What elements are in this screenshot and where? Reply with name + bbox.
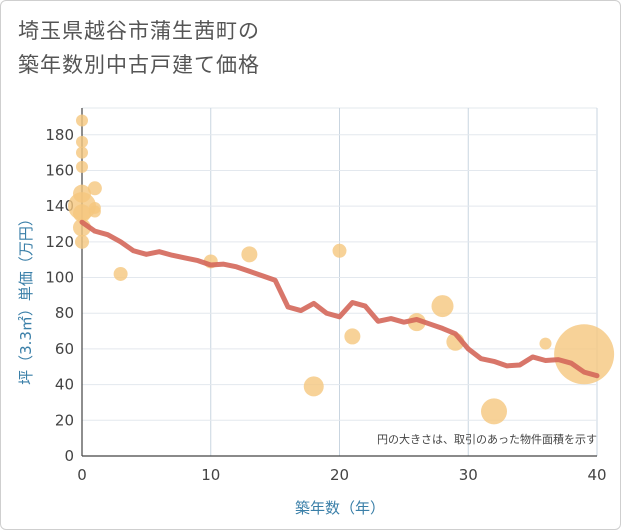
y-tick-labels: 0 20 40 60 80 100 120 140 160 180	[45, 126, 74, 465]
y-tick-label: 40	[55, 376, 74, 394]
title-line-2: 築年数別中古戸建て価格	[18, 53, 260, 77]
y-tick-label: 120	[45, 233, 74, 251]
x-tick-label: 40	[587, 466, 606, 484]
data-point	[407, 313, 426, 332]
grid-lines	[81, 107, 598, 457]
size-annotation: 円の大きさは、取引のあった物件面積を示す	[377, 432, 597, 446]
y-tick-label: 140	[45, 197, 74, 215]
title-line-1: 埼玉県越谷市蒲生茜町の	[18, 19, 260, 43]
data-point	[344, 328, 361, 345]
data-points	[68, 114, 615, 425]
data-point	[481, 398, 507, 425]
data-point	[554, 324, 615, 385]
data-point	[76, 114, 88, 127]
y-tick-label: 80	[55, 304, 74, 322]
data-point	[87, 181, 102, 196]
y-tick-label: 180	[45, 126, 74, 144]
x-tick-label: 20	[330, 466, 349, 484]
data-point	[76, 160, 88, 173]
data-point	[88, 205, 101, 218]
data-point	[241, 246, 258, 263]
y-tick-label: 100	[45, 269, 74, 287]
data-point	[431, 295, 454, 318]
data-point	[76, 135, 88, 148]
data-point	[539, 337, 552, 350]
y-tick-label: 60	[55, 340, 74, 358]
x-tick-label: 30	[459, 466, 478, 484]
y-tick-label: 160	[45, 161, 74, 179]
y-tick-label: 20	[55, 411, 74, 429]
data-point	[303, 376, 324, 397]
data-point	[76, 146, 88, 159]
data-point	[332, 243, 347, 258]
trend-line	[79, 219, 600, 379]
x-axis-label: 築年数（年）	[295, 499, 385, 517]
chart-title: 埼玉県越谷市蒲生茜町の 築年数別中古戸建て価格	[18, 14, 260, 82]
y-tick-label: 0	[64, 447, 74, 465]
data-point	[73, 204, 91, 223]
x-tick-labels: 0 10 20 30 40	[77, 466, 606, 484]
x-tick-label: 0	[77, 466, 87, 484]
data-point	[113, 266, 128, 281]
y-axis-label: 坪（3.3㎡）単価（万円）	[17, 211, 35, 385]
data-point	[75, 234, 89, 249]
x-tick-label: 10	[201, 466, 220, 484]
